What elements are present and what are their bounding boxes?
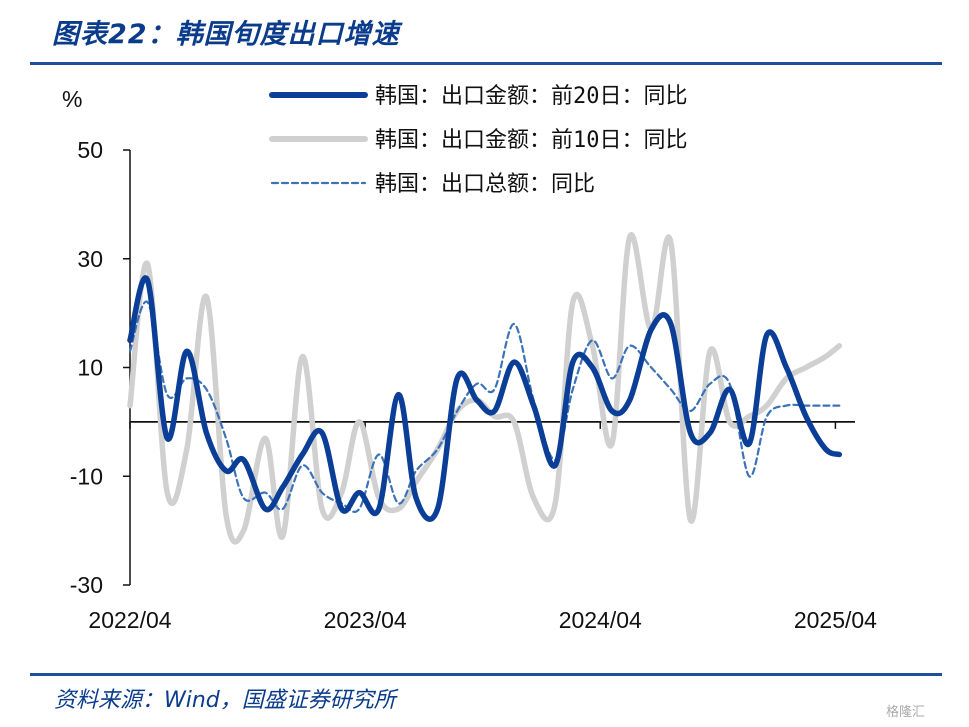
y-axis-label: % bbox=[62, 86, 82, 112]
series-line-3 bbox=[128, 300, 841, 513]
y-tick-label: 30 bbox=[77, 246, 103, 272]
y-tick-label: -10 bbox=[70, 463, 103, 489]
x-tick-label: 2023/04 bbox=[324, 607, 407, 633]
axes: 50 30 10 -10 -30% 2022/04 2023/04 2024/04 2025/0… bbox=[62, 86, 877, 633]
x-tick-label: 2022/04 bbox=[88, 607, 171, 633]
series-layer bbox=[127, 232, 843, 545]
legend-label-2: 韩国：出口金额：前10日：同比 bbox=[375, 128, 688, 153]
legend-label-3: 韩国：出口总额：同比 bbox=[375, 172, 595, 197]
legend-label-1: 韩国：出口金额：前20日：同比 bbox=[375, 84, 688, 109]
top-rule bbox=[30, 62, 942, 65]
source-note: 资料来源：Wind，国盛证券研究所 bbox=[54, 688, 396, 713]
y-tick-label: -30 bbox=[70, 572, 103, 598]
series-line-1 bbox=[127, 275, 843, 522]
bottom-rule bbox=[30, 673, 942, 676]
x-tick-label: 2024/04 bbox=[559, 607, 642, 633]
y-tick-label: 50 bbox=[77, 137, 103, 163]
x-tick-label: 2025/04 bbox=[794, 607, 877, 633]
watermark: 格隆汇 bbox=[886, 705, 926, 720]
y-tick-label: 10 bbox=[77, 355, 103, 381]
chart-title: 图表22：韩国旬度出口增速 bbox=[52, 19, 400, 50]
